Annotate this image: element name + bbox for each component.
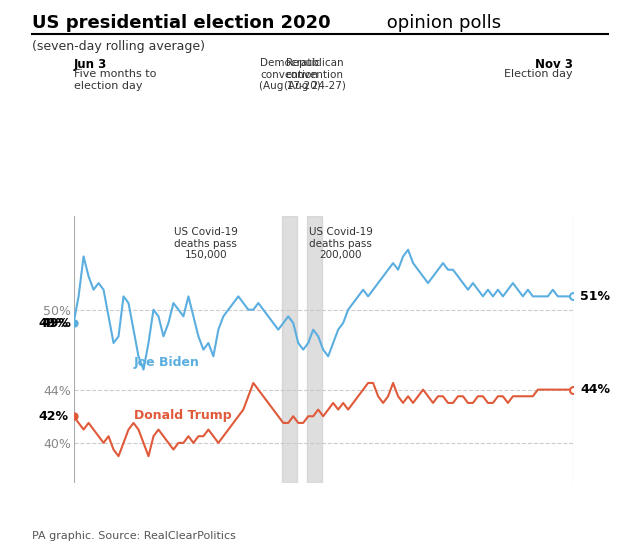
Text: Republican
convention
(Aug 24-27): Republican convention (Aug 24-27) xyxy=(284,58,346,92)
Bar xyxy=(282,216,297,483)
Text: Joe Biden: Joe Biden xyxy=(134,356,200,369)
Text: Jun 3: Jun 3 xyxy=(74,58,107,71)
Text: Donald Trump: Donald Trump xyxy=(134,409,231,422)
Bar xyxy=(307,216,322,483)
Text: 49%: 49% xyxy=(39,316,68,330)
Text: Election day: Election day xyxy=(504,69,573,79)
Text: US presidential election 2020: US presidential election 2020 xyxy=(32,14,331,32)
Text: Nov 3: Nov 3 xyxy=(535,58,573,71)
Text: 44%: 44% xyxy=(580,383,611,396)
Text: (seven-day rolling average): (seven-day rolling average) xyxy=(32,40,205,53)
Text: 42%: 42% xyxy=(38,410,68,423)
Text: US Covid-19
deaths pass
150,000: US Covid-19 deaths pass 150,000 xyxy=(174,227,238,260)
Text: US Covid-19
deaths pass
200,000: US Covid-19 deaths pass 200,000 xyxy=(308,227,372,260)
Text: PA graphic. Source: RealClearPolitics: PA graphic. Source: RealClearPolitics xyxy=(32,531,236,541)
Text: 51%: 51% xyxy=(580,290,611,303)
Text: 49%: 49% xyxy=(41,316,71,330)
Text: opinion polls: opinion polls xyxy=(381,14,501,32)
Text: Democratic
convention
(Aug 17-20): Democratic convention (Aug 17-20) xyxy=(259,58,321,92)
Text: Five months to
election day: Five months to election day xyxy=(74,69,156,91)
